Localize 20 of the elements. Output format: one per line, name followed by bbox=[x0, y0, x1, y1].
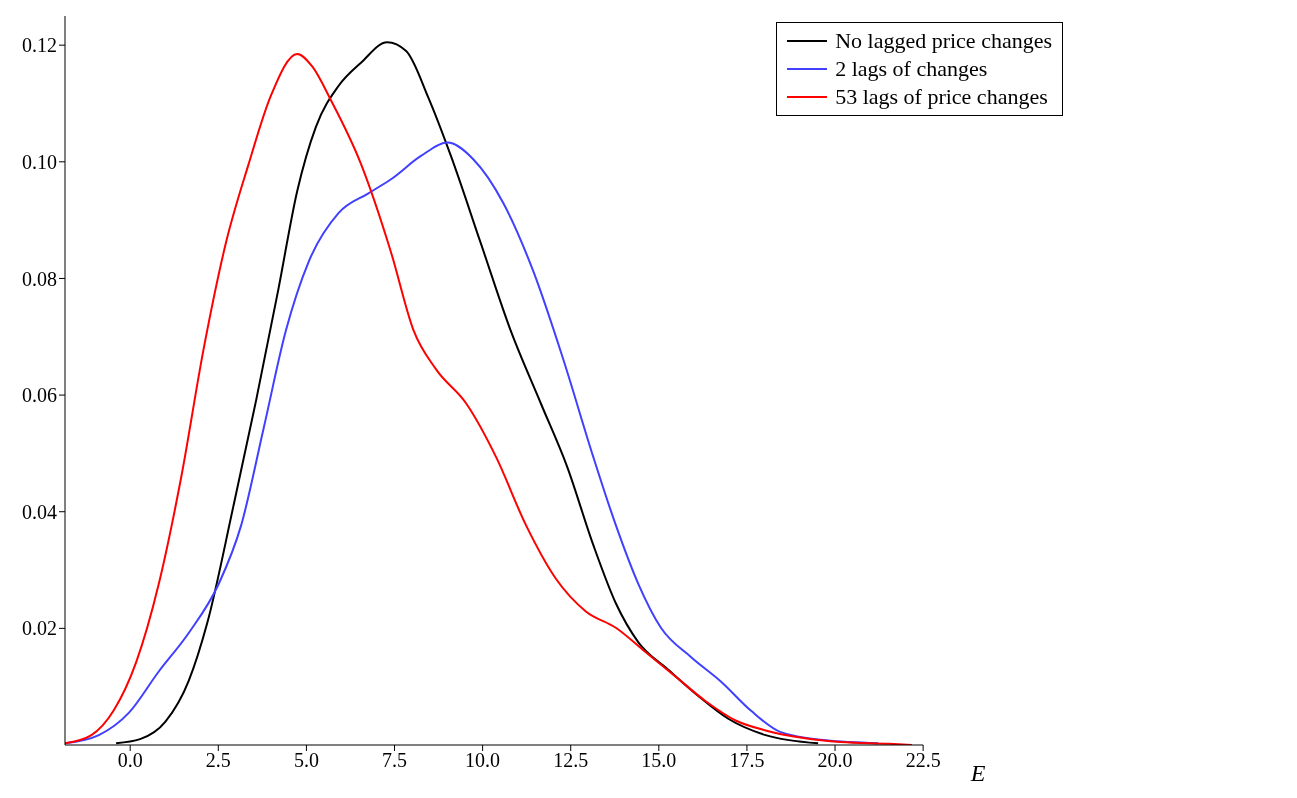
y-tick-label: 0.12 bbox=[22, 34, 57, 57]
x-axis-title: E bbox=[969, 760, 986, 786]
y-tick-label: 0.08 bbox=[22, 267, 57, 290]
x-tick-label: 15.0 bbox=[641, 749, 677, 772]
x-tick-label: 12.5 bbox=[553, 749, 589, 772]
x-tick-label: 10.0 bbox=[465, 749, 501, 772]
x-tick-label: 2.5 bbox=[205, 749, 231, 772]
x-tick-label: 17.5 bbox=[729, 749, 765, 772]
x-tick-label: 20.0 bbox=[817, 749, 853, 772]
y-tick-label: 0.04 bbox=[22, 500, 57, 523]
legend-label: 53 lags of price changes bbox=[835, 83, 1048, 111]
y-tick-label: 0.06 bbox=[22, 384, 57, 407]
x-tick-label: 7.5 bbox=[382, 749, 408, 772]
legend-label: No lagged price changes bbox=[835, 27, 1052, 55]
x-tick-label: 22.5 bbox=[905, 749, 941, 772]
x-tick-label: 5.0 bbox=[293, 749, 319, 772]
legend-label: 2 lags of changes bbox=[835, 55, 988, 83]
y-tick-label: 0.10 bbox=[22, 150, 57, 173]
y-tick-label: 0.02 bbox=[22, 617, 57, 640]
x-tick-label: 0.0 bbox=[117, 749, 143, 772]
